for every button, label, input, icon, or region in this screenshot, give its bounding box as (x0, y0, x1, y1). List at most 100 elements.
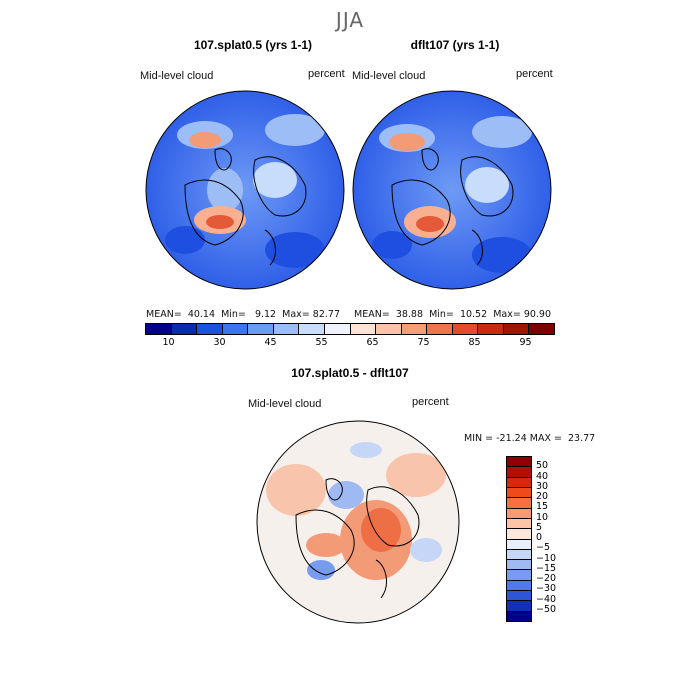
abs-colorbar-tick-label: 75 (417, 337, 430, 348)
abs-colorbar-tick-label: 95 (519, 337, 532, 348)
light-cloud-patch (265, 114, 325, 146)
high-cloud-core (206, 215, 234, 229)
coastline (325, 478, 343, 501)
abs-colorbar-swatch (401, 324, 428, 334)
light-cloud-patch (465, 167, 509, 203)
panel1-map-svg (145, 90, 345, 290)
abs-colorbar (145, 323, 555, 335)
coastline (184, 179, 244, 246)
panel2-max-label: Max= (493, 309, 521, 320)
coastline (253, 156, 307, 217)
coastline (264, 229, 276, 266)
panel1-max-label: Max= (282, 309, 310, 320)
diff-units-label: percent (412, 396, 449, 408)
panel2-mean-value: 38.88 (395, 309, 424, 320)
low-cloud-patch (165, 226, 205, 254)
abs-colorbar-ticks: 10 30 45 55 65 75 85 95 (145, 337, 555, 349)
diff-colorbar-tick-label: −30 (536, 583, 557, 595)
positive-diff-patch (386, 453, 446, 497)
negative-diff-patch (328, 481, 364, 509)
panel2-max-value: 90.90 (523, 309, 552, 320)
diff-colorbar-tick-label: 10 (536, 511, 549, 523)
coastline (295, 509, 355, 576)
panel1-title: 107.splat0.5 (yrs 1-1) (193, 38, 313, 52)
diff-max-label: MAX = (529, 433, 562, 444)
panel2-stats: MEAN= 38.88 Min= 10.52 Max= 90.90 (354, 309, 551, 320)
diff-colorbar-swatch (507, 508, 531, 519)
diff-colorbar-swatch (507, 487, 531, 499)
abs-colorbar-swatch (452, 324, 479, 334)
abs-colorbar-swatch (299, 324, 325, 334)
abs-colorbar-swatch (503, 324, 530, 334)
negative-diff-patch (307, 560, 335, 580)
diff-colorbar-swatch (507, 570, 531, 581)
high-cloud-core (416, 216, 444, 232)
diff-colorbar-tick-label: 15 (536, 501, 549, 513)
diff-min-value: -21.24 (496, 433, 527, 444)
panel1-min-label: Min= (221, 309, 246, 320)
abs-colorbar-tick-label: 85 (468, 337, 481, 348)
diff-colorbar-swatch (507, 457, 531, 468)
positive-diff-core (361, 508, 401, 552)
diff-colorbar-swatch (507, 467, 531, 478)
coastline (460, 156, 514, 217)
abs-colorbar-swatch (146, 324, 172, 334)
panel2-map-svg (352, 90, 552, 290)
negative-diff-patch (350, 442, 382, 458)
diff-colorbar-tick-label: −5 (536, 542, 551, 554)
diff-panel-title: 107.splat0.5 - dflt107 (291, 366, 409, 380)
abs-colorbar-tick-label: 45 (264, 337, 277, 348)
diff-colorbar-swatch (507, 591, 531, 602)
abs-colorbar-swatch (324, 324, 351, 334)
panel1-variable-label: Mid-level cloud (140, 70, 214, 82)
light-cloud-patch (472, 116, 532, 148)
panel2-units-label: percent (516, 68, 553, 80)
panel1-mean-value: 40.14 (187, 309, 216, 320)
panel1-stats: MEAN= 40.14 Min= 9.12 Max= 82.77 (146, 309, 340, 320)
diff-colorbar-tick-label: −20 (536, 573, 557, 584)
diff-colorbar-tick-label: 20 (536, 491, 549, 502)
diff-colorbar-tick-label: 40 (536, 470, 549, 482)
diff-colorbar-swatch (507, 518, 531, 530)
abs-colorbar-swatch (248, 324, 274, 334)
coastline (471, 229, 483, 266)
abs-colorbar-tick-label: 30 (213, 337, 226, 348)
map-border (352, 90, 552, 290)
negative-diff-patch (410, 538, 442, 562)
diff-colorbar-tick-label: 50 (536, 460, 549, 472)
diff-colorbar-swatch (507, 477, 531, 488)
diff-max-value: 23.77 (568, 433, 596, 444)
diff-colorbar-tick-label: 0 (536, 532, 543, 543)
diff-min-label: MIN = (464, 433, 494, 444)
diff-map-svg (256, 420, 460, 624)
diff-minmax: MIN = -21.24 MAX = 23.77 (464, 433, 595, 444)
diff-polar-map (256, 420, 460, 629)
panel2-title: dflt107 (yrs 1-1) (410, 38, 500, 52)
high-cloud-patch (389, 133, 425, 151)
diff-colorbar (506, 456, 532, 622)
abs-colorbar-swatch (478, 324, 504, 334)
diff-colorbar-swatch (507, 498, 531, 509)
panel2-min-label: Min= (429, 309, 454, 320)
positive-diff-patch (266, 464, 326, 516)
abs-colorbar-tick-label: 65 (366, 337, 379, 348)
diff-colorbar-tick-label: 5 (536, 521, 543, 533)
diff-colorbar-swatch (507, 560, 531, 571)
abs-colorbar-swatch (427, 324, 453, 334)
diff-colorbar-swatch (507, 611, 531, 621)
panel1-polar-map (145, 90, 345, 295)
diff-variable-label: Mid-level cloud (248, 398, 322, 410)
abs-colorbar-swatch (350, 324, 377, 334)
low-cloud-patch (265, 232, 325, 268)
diff-colorbar-tick-label: −15 (536, 562, 557, 574)
abs-colorbar-tick-label: 55 (315, 337, 328, 348)
abs-colorbar-swatch (273, 324, 300, 334)
coastline (391, 179, 451, 246)
map-border (256, 420, 460, 624)
panel2-polar-map (352, 90, 552, 295)
diff-colorbar-tick-label: −50 (536, 603, 557, 615)
diff-colorbar-ticks: 50 40 30 20 15 10 5 0 −5 −10 −15 −20 −30 −40 −50 (536, 456, 576, 620)
light-cloud-patch (253, 162, 297, 198)
map-border (145, 90, 345, 290)
panel2-mean-label: MEAN= (354, 309, 390, 320)
